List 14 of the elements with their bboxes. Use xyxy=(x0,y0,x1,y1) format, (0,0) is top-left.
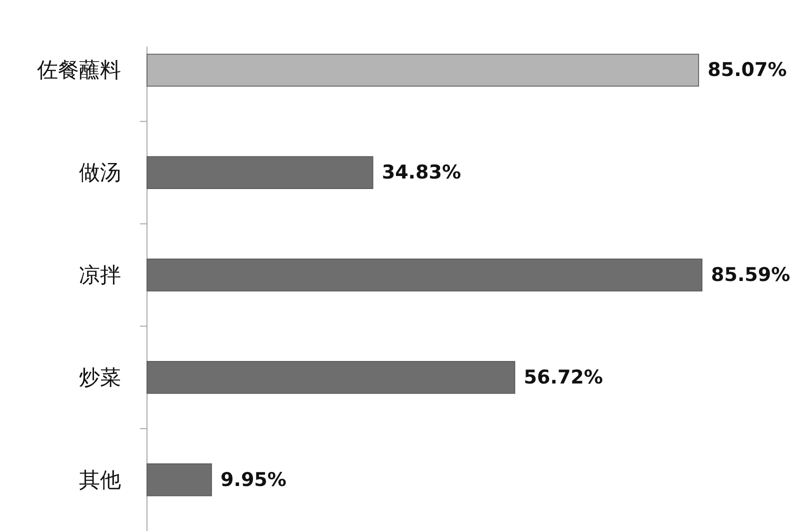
y-tick-label: 其他 xyxy=(79,468,121,492)
bar xyxy=(146,361,516,394)
data-label: 34.83% xyxy=(382,162,461,184)
data-label: 9.95% xyxy=(220,468,286,491)
bar xyxy=(146,156,374,189)
y-tick-label: 炒菜 xyxy=(79,365,121,390)
bar xyxy=(146,258,702,292)
y-tick-label: 凉拌 xyxy=(79,263,121,287)
y-tick-label: 佐餐蘸料 xyxy=(37,58,121,82)
data-label: 56.72% xyxy=(524,366,603,388)
data-label: 85.07% xyxy=(708,59,787,82)
data-label: 85.59% xyxy=(711,264,790,286)
y-tick-label: 做汤 xyxy=(79,160,121,185)
bar xyxy=(146,463,212,496)
